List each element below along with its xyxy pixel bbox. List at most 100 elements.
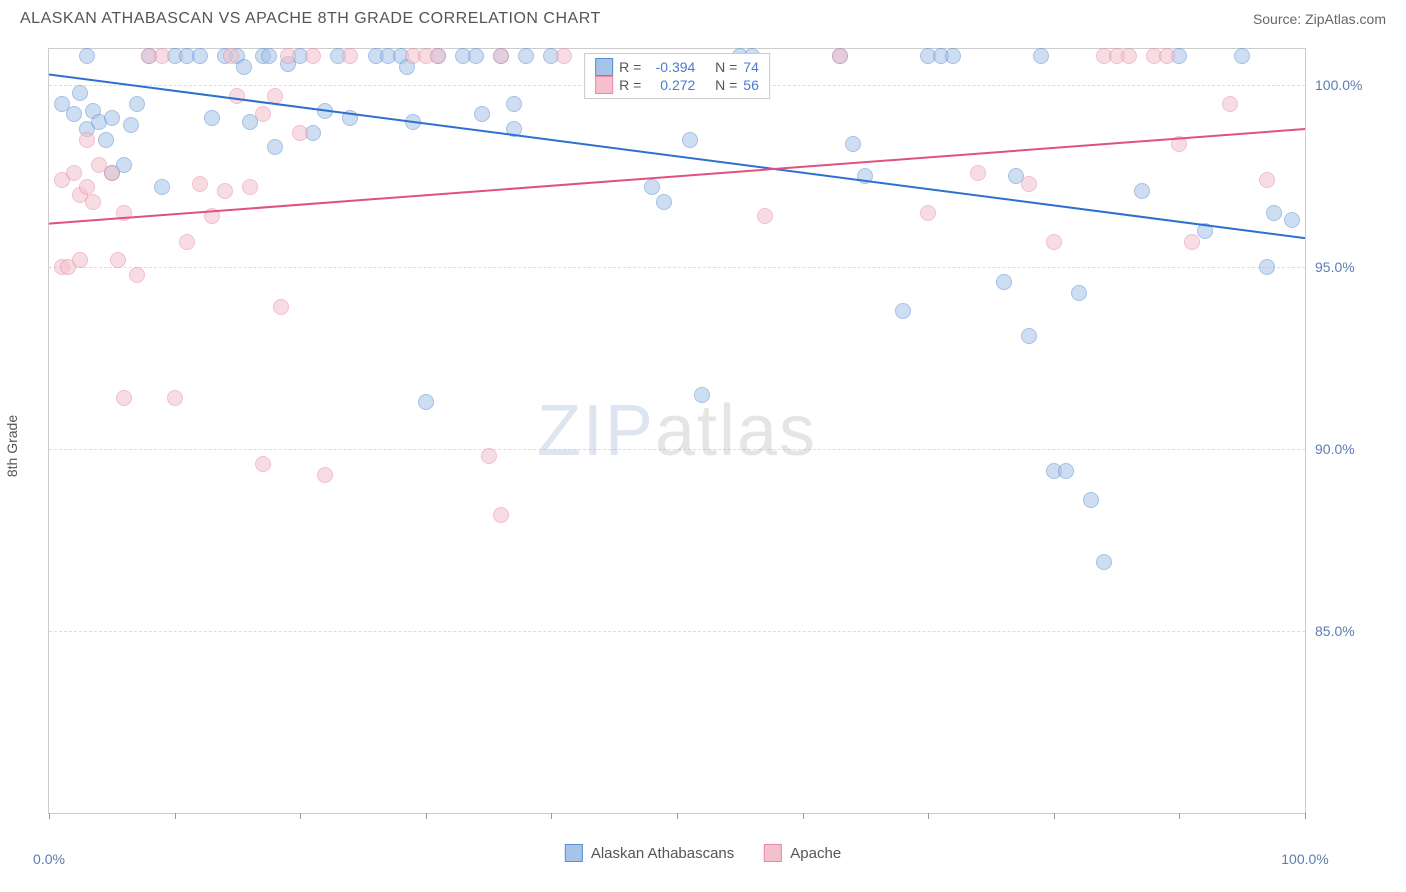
data-point-athabascan — [261, 48, 277, 64]
data-point-apache — [273, 299, 289, 315]
data-point-apache — [255, 106, 271, 122]
data-point-athabascan — [656, 194, 672, 210]
data-point-athabascan — [192, 48, 208, 64]
data-point-athabascan — [1021, 328, 1037, 344]
legend-swatch-icon — [595, 58, 613, 76]
data-point-athabascan — [1266, 205, 1282, 221]
legend-swatch-icon — [565, 844, 583, 862]
data-point-apache — [129, 267, 145, 283]
data-point-athabascan — [682, 132, 698, 148]
data-point-apache — [267, 88, 283, 104]
y-tick-label: 100.0% — [1315, 77, 1375, 93]
data-point-apache — [430, 48, 446, 64]
legend-swatch-icon — [595, 76, 613, 94]
data-point-athabascan — [1134, 183, 1150, 199]
legend-item-athabascan: Alaskan Athabascans — [565, 844, 734, 862]
data-point-apache — [970, 165, 986, 181]
data-point-apache — [342, 48, 358, 64]
data-point-apache — [179, 234, 195, 250]
data-point-apache — [757, 208, 773, 224]
data-point-athabascan — [236, 59, 252, 75]
data-point-apache — [1121, 48, 1137, 64]
gridline — [49, 631, 1305, 632]
data-point-athabascan — [1083, 492, 1099, 508]
data-point-apache — [1046, 234, 1062, 250]
x-tick — [803, 813, 804, 819]
data-point-apache — [1184, 234, 1200, 250]
chart-plot-area: 85.0%90.0%95.0%100.0%0.0%100.0% ZIPatlas… — [48, 48, 1306, 814]
data-point-athabascan — [506, 96, 522, 112]
data-point-apache — [154, 48, 170, 64]
data-point-apache — [192, 176, 208, 192]
data-point-apache — [481, 448, 497, 464]
data-point-apache — [1222, 96, 1238, 112]
data-point-athabascan — [317, 103, 333, 119]
data-point-athabascan — [342, 110, 358, 126]
data-point-athabascan — [204, 110, 220, 126]
x-tick — [928, 813, 929, 819]
stats-row-athabascan: R = -0.394 N = 74 — [595, 58, 759, 76]
data-point-apache — [85, 194, 101, 210]
gridline — [49, 267, 1305, 268]
x-tick — [551, 813, 552, 819]
gridline — [49, 449, 1305, 450]
data-point-athabascan — [267, 139, 283, 155]
data-point-apache — [317, 467, 333, 483]
y-axis-label: 8th Grade — [4, 415, 20, 477]
data-point-apache — [493, 507, 509, 523]
data-point-athabascan — [154, 179, 170, 195]
x-tick — [300, 813, 301, 819]
y-tick-label: 85.0% — [1315, 623, 1375, 639]
source-attribution: Source: ZipAtlas.com — [1253, 11, 1386, 27]
data-point-athabascan — [123, 117, 139, 133]
data-point-athabascan — [1259, 259, 1275, 275]
data-point-athabascan — [1033, 48, 1049, 64]
legend-swatch-icon — [764, 844, 782, 862]
data-point-apache — [1159, 48, 1175, 64]
data-point-athabascan — [104, 110, 120, 126]
data-point-apache — [832, 48, 848, 64]
chart-title: ALASKAN ATHABASCAN VS APACHE 8TH GRADE C… — [20, 10, 601, 28]
data-point-apache — [280, 48, 296, 64]
data-point-apache — [292, 125, 308, 141]
data-point-athabascan — [506, 121, 522, 137]
data-point-apache — [110, 252, 126, 268]
data-point-apache — [255, 456, 271, 472]
data-point-apache — [79, 132, 95, 148]
legend-item-apache: Apache — [764, 844, 841, 862]
x-tick — [1179, 813, 1180, 819]
data-point-apache — [305, 48, 321, 64]
data-point-athabascan — [129, 96, 145, 112]
data-point-athabascan — [1058, 463, 1074, 479]
data-point-apache — [1021, 176, 1037, 192]
data-point-apache — [167, 390, 183, 406]
data-point-apache — [1259, 172, 1275, 188]
data-point-athabascan — [1096, 554, 1112, 570]
data-point-athabascan — [1284, 212, 1300, 228]
stats-legend: R = -0.394 N = 74R = 0.272 N = 56 — [584, 53, 770, 99]
series-legend: Alaskan Athabascans Apache — [565, 844, 841, 862]
data-point-athabascan — [405, 114, 421, 130]
x-tick — [1305, 813, 1306, 819]
x-tick — [49, 813, 50, 819]
x-tick — [677, 813, 678, 819]
data-point-athabascan — [1071, 285, 1087, 301]
data-point-athabascan — [895, 303, 911, 319]
data-point-athabascan — [72, 85, 88, 101]
data-point-athabascan — [644, 179, 660, 195]
data-point-apache — [116, 205, 132, 221]
data-point-apache — [1171, 136, 1187, 152]
data-point-athabascan — [845, 136, 861, 152]
data-point-athabascan — [857, 168, 873, 184]
data-point-apache — [223, 48, 239, 64]
data-point-apache — [242, 179, 258, 195]
data-point-apache — [229, 88, 245, 104]
legend-label: Alaskan Athabascans — [591, 845, 734, 862]
data-point-athabascan — [996, 274, 1012, 290]
data-point-apache — [204, 208, 220, 224]
data-point-athabascan — [66, 106, 82, 122]
stats-row-apache: R = 0.272 N = 56 — [595, 76, 759, 94]
x-tick — [1054, 813, 1055, 819]
data-point-apache — [66, 165, 82, 181]
data-point-apache — [493, 48, 509, 64]
